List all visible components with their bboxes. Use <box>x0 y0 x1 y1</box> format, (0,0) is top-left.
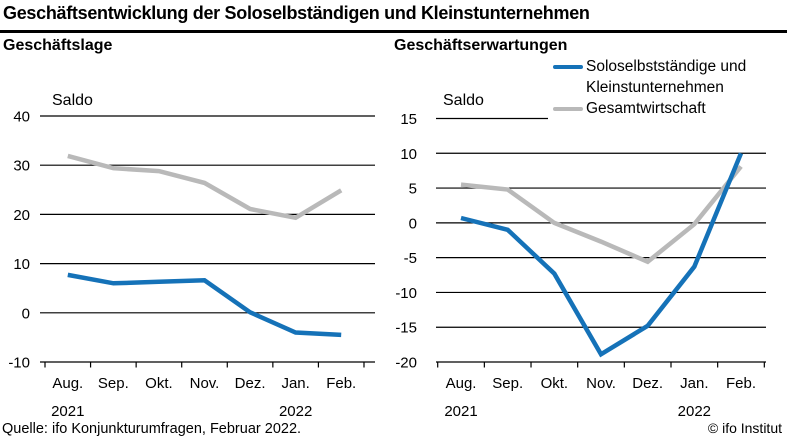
x-tick-label: Okt. <box>541 375 569 392</box>
y-tick-label: -20 <box>395 355 417 372</box>
x-tick-label: Sep. <box>98 375 129 392</box>
y-tick-label: 10 <box>13 256 30 273</box>
x-tick-label: Feb. <box>326 375 356 392</box>
y-tick-label: 0 <box>22 305 30 322</box>
series-line-gesamtwirtschaft <box>67 153 343 221</box>
geschaeftslage-chart: 40 30 20 10 0 -10 Aug. Sep. Okt. Nov. Dez. Jan. Feb.… <box>8 92 375 420</box>
x-year-label: 2022 <box>279 403 312 420</box>
y-tick-label: -10 <box>8 355 30 372</box>
chart-title-geschaeftserwartungen: Geschäftserwartungen <box>394 37 568 54</box>
series-line-gesamtwirtschaft <box>460 165 743 265</box>
y-tick-label: 0 <box>409 215 417 232</box>
x-tick-label: Okt. <box>145 375 173 392</box>
y-tick-label: 40 <box>13 109 30 126</box>
y-tick-label: 5 <box>409 181 417 198</box>
x-tick-label: Jan. <box>281 375 309 392</box>
x-tick-label: Sep. <box>492 375 523 392</box>
y-tick-label: 20 <box>13 207 30 224</box>
legend-item-soloselbststaendige: Soloselbstständige und Kleinstunternehme… <box>553 56 787 98</box>
legend-item-gesamtwirtschaft: Gesamtwirtschaft <box>553 98 787 119</box>
y-tick-label: -5 <box>404 250 417 267</box>
series-line-soloselbststaendige <box>67 272 342 338</box>
axis-unit-label: Saldo <box>443 92 484 109</box>
legend-label: Gesamtwirtschaft <box>586 100 706 117</box>
copyright-note: © ifo Institut <box>707 420 782 436</box>
source-note: Quelle: ifo Konjunkturumfragen, Februar … <box>2 421 302 437</box>
legend: Soloselbstständige und Kleinstunternehme… <box>548 54 787 125</box>
y-tick-label: -15 <box>395 320 417 337</box>
title-divider <box>0 30 787 33</box>
y-tick-label: -10 <box>395 285 417 302</box>
x-tick-label: Nov. <box>190 375 220 392</box>
y-tick-label: 30 <box>13 158 30 175</box>
x-year-label: 2021 <box>51 403 84 420</box>
chart-title-geschaeftslage: Geschäftslage <box>3 37 113 54</box>
x-tick-label: Dez. <box>632 375 663 392</box>
solo-line-swatch-icon <box>553 65 583 69</box>
x-tick-label: Feb. <box>726 375 756 392</box>
x-tick-label: Aug. <box>52 375 83 392</box>
x-year-label: 2021 <box>444 403 477 420</box>
series-line-soloselbststaendige <box>460 152 744 358</box>
x-year-label: 2022 <box>678 403 711 420</box>
y-tick-label: 15 <box>400 111 417 128</box>
gesamtwirtschaft-line-swatch-icon <box>553 107 583 111</box>
x-tick-label: Dez. <box>235 375 266 392</box>
legend-label: Soloselbstständige und Kleinstunternehme… <box>586 58 747 96</box>
page-title: Geschäftsentwicklung der Soloselbständig… <box>3 3 590 23</box>
x-tick-label: Jan. <box>680 375 708 392</box>
x-tick-label: Nov. <box>586 375 616 392</box>
y-tick-label: 10 <box>400 146 417 163</box>
x-tick-label: Aug. <box>446 375 477 392</box>
axis-unit-label: Saldo <box>52 92 93 109</box>
geschaeftserwartungen-chart: 15 10 5 0 -5 -10 -15 -20 Aug. Sep. Okt. Nov. Dez. Jan… <box>395 92 766 420</box>
